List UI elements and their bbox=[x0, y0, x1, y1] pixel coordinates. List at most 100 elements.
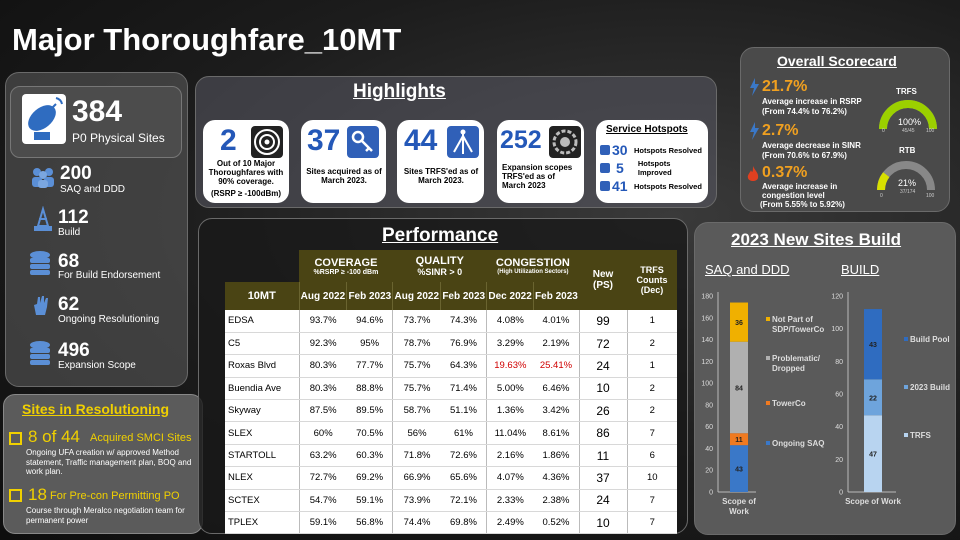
data-label: 47 bbox=[869, 452, 877, 459]
legend-label: TowerCo bbox=[772, 399, 806, 408]
table-cell: 66.9% bbox=[392, 466, 441, 490]
sinr-line1: Average decrease in SINR bbox=[762, 141, 861, 150]
highlight-value: 252 bbox=[500, 126, 542, 154]
fire-icon bbox=[747, 166, 759, 181]
table-row: TPLEX 59.1% 56.8% 74.4% 69.8% 2.49% 0.52% 10 7 bbox=[225, 511, 677, 535]
table-cell: 37 bbox=[578, 466, 627, 490]
row-label: C5 bbox=[225, 332, 299, 356]
bar-segment bbox=[864, 309, 882, 380]
row-label: NLEX bbox=[225, 466, 299, 490]
table-cell: 86 bbox=[578, 421, 627, 445]
table-cell: 6.46% bbox=[533, 377, 579, 401]
saq-value: 200 bbox=[60, 163, 92, 184]
rsrp-value: 21.7% bbox=[762, 78, 808, 95]
y-tick-label: 20 bbox=[835, 457, 843, 464]
table-cell: 63.2% bbox=[298, 444, 347, 468]
bar-segment bbox=[730, 445, 748, 492]
congestion-line1: Average increase in congestion level bbox=[762, 182, 838, 200]
hotspot-label: Hotspots Improved bbox=[637, 159, 672, 177]
table-row: C5 92.3% 95% 78.7% 76.9% 3.29% 2.19% 72 2 bbox=[225, 332, 677, 356]
hand-icon bbox=[34, 296, 48, 315]
rtb-gauge-min: 0 bbox=[880, 193, 883, 199]
highlight-value: 2 bbox=[220, 124, 237, 157]
y-tick-label: 0 bbox=[709, 490, 713, 497]
row-label: SCTEX bbox=[225, 489, 299, 513]
hotspot-label: Hotspots Resolved bbox=[634, 145, 702, 155]
table-cell: 56.8% bbox=[346, 511, 393, 535]
table-cell: 2 bbox=[626, 332, 677, 356]
smci-desc: Ongoing UFA creation w/ approved Method … bbox=[26, 448, 192, 477]
y-tick-label: 0 bbox=[839, 490, 843, 497]
row-label: TPLEX bbox=[225, 511, 299, 535]
y-tick-label: 60 bbox=[705, 424, 713, 431]
table-cell: 1 bbox=[626, 310, 677, 333]
legend-label: TRFS bbox=[910, 431, 932, 440]
table-cell: 4.01% bbox=[533, 310, 579, 333]
table-cell: 72.7% bbox=[298, 466, 347, 490]
table-cell: 2 bbox=[626, 377, 677, 401]
row-label: Roxas Blvd bbox=[225, 354, 299, 378]
table-cell: 80.3% bbox=[298, 377, 347, 401]
table-cell: 3.29% bbox=[486, 332, 534, 356]
table-cell: 7 bbox=[626, 489, 677, 513]
coverage-title: COVERAGE bbox=[314, 256, 378, 269]
congestion-header: CONGESTION (High Utilization Sectors) bbox=[486, 250, 579, 282]
y-tick-label: 60 bbox=[835, 392, 843, 399]
table-cell: 71.4% bbox=[440, 377, 487, 401]
expansion-value: 496 bbox=[58, 340, 90, 361]
saq-chart-title: SAQ and DDD bbox=[705, 262, 790, 277]
highlight-value: 44 bbox=[404, 124, 438, 157]
table-row: Skyway 87.5% 89.5% 58.7% 51.1% 1.36% 3.42% 26 2 bbox=[225, 399, 677, 423]
build-title: 2023 New Sites Build bbox=[731, 230, 902, 249]
lightning-icon bbox=[750, 122, 759, 140]
permitting-value: 18 bbox=[28, 485, 47, 504]
table-cell: 72.1% bbox=[440, 489, 487, 513]
month-header: Feb 2023 bbox=[440, 282, 487, 310]
legend-label: Build Pool bbox=[910, 335, 950, 344]
data-label: 36 bbox=[735, 320, 743, 327]
table-cell: 19.63% bbox=[486, 354, 534, 378]
row-label: STARTOLL bbox=[225, 444, 299, 468]
table-cell: 72 bbox=[578, 332, 627, 356]
hotspot-label: Hotspots Resolved bbox=[634, 181, 702, 191]
table-row: Buendia Ave 80.3% 88.8% 75.7% 71.4% 5.00% 6.46… bbox=[225, 377, 677, 401]
table-row: SLEX 60% 70.5% 56% 61% 11.04% 8.61% 86 7 bbox=[225, 421, 677, 445]
table-cell: 2 bbox=[626, 399, 677, 423]
new-ps-header: New (PS) bbox=[579, 250, 627, 310]
table-cell: 0.52% bbox=[533, 511, 579, 535]
rtb-gauge bbox=[877, 161, 935, 191]
trfs-gauge-value: 100% bbox=[898, 117, 922, 127]
resolutioning-title: Sites in Resolutioning bbox=[22, 401, 170, 417]
row-label: Buendia Ave bbox=[225, 377, 299, 401]
database-icon bbox=[30, 341, 50, 365]
table-cell: 4.08% bbox=[486, 310, 534, 333]
checkbox-icon bbox=[9, 489, 22, 502]
data-label: 43 bbox=[869, 342, 877, 349]
y-tick-label: 20 bbox=[705, 468, 713, 475]
table-cell: 74.3% bbox=[440, 310, 487, 333]
table-corner bbox=[225, 250, 299, 282]
table-cell: 51.1% bbox=[440, 399, 487, 423]
p0-label: P0 Physical Sites bbox=[72, 131, 165, 145]
table-cell: 75.7% bbox=[392, 354, 441, 378]
table-cell: 3.42% bbox=[533, 399, 579, 423]
y-tick-label: 140 bbox=[701, 337, 713, 344]
table-cell: 4.36% bbox=[533, 466, 579, 490]
quality-sub: %SINR > 0 bbox=[417, 267, 463, 277]
endorsement-label: For Build Endorsement bbox=[58, 270, 161, 281]
service-hotspots-card bbox=[596, 120, 708, 203]
quality-title: QUALITY bbox=[415, 255, 464, 267]
expansion-label: Expansion Scope bbox=[58, 360, 136, 371]
table-cell: 11.04% bbox=[486, 421, 534, 445]
table-cell: 7 bbox=[626, 421, 677, 445]
hotspots-title: Service Hotspots bbox=[606, 124, 688, 135]
highlight-value: 37 bbox=[307, 124, 341, 157]
build-label: Build bbox=[58, 227, 81, 238]
key-icon bbox=[347, 126, 379, 158]
table-cell: 74.4% bbox=[392, 511, 441, 535]
bar-segment bbox=[730, 302, 748, 342]
endorsement-value: 68 bbox=[58, 251, 80, 272]
table-cell: 2.16% bbox=[486, 444, 534, 468]
month-header: Feb 2023 bbox=[346, 282, 393, 310]
saq-label: SAQ and DDD bbox=[60, 184, 126, 195]
